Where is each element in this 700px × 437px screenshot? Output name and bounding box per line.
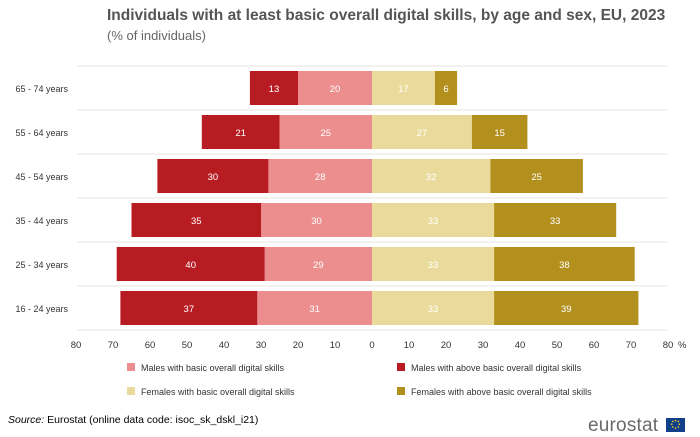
category-label: 25 - 34 years — [15, 260, 68, 270]
data-label: 29 — [313, 260, 324, 271]
bar — [372, 159, 491, 193]
x-tick-label: 50 — [182, 340, 193, 351]
x-tick-labels: 80 70 60 50 40 30 20 10 0 10 20 30 40 50 60 70 80% — [71, 340, 687, 351]
bar — [257, 291, 372, 325]
x-tick-label: 80 — [71, 340, 82, 351]
bar — [279, 115, 372, 149]
bar — [298, 71, 372, 105]
data-labels: 20 13 17 6 25 21 27 15 28 30 32 25 30 35 33 33 29 40 33 38 3… — [184, 84, 572, 315]
data-label: 30 — [208, 172, 219, 183]
bar — [157, 159, 269, 193]
bar — [268, 159, 372, 193]
bar — [249, 71, 298, 105]
bar — [494, 291, 639, 325]
chart-subtitle: (% of individuals) — [107, 28, 206, 43]
data-label: 32 — [426, 172, 437, 183]
category-label: 55 - 64 years — [15, 128, 68, 138]
legend-label: Females with basic overall digital skill… — [141, 387, 295, 397]
data-label: 33 — [428, 260, 439, 271]
x-tick-label: 70 — [626, 340, 637, 351]
data-label: 33 — [550, 216, 561, 227]
logo-text: eurostat — [588, 415, 659, 436]
x-tick-label: 80 — [663, 340, 674, 351]
bar — [372, 203, 495, 237]
data-label: 21 — [235, 128, 246, 139]
data-label: 30 — [311, 216, 322, 227]
x-unit-label: % — [678, 340, 687, 351]
x-tick-label: 10 — [330, 340, 341, 351]
x-tick-label: 30 — [478, 340, 489, 351]
data-label: 38 — [559, 260, 570, 271]
source-note: Source: Eurostat (online data code: isoc… — [8, 414, 258, 426]
data-label: 33 — [428, 216, 439, 227]
bar — [434, 71, 458, 105]
bars — [116, 71, 639, 325]
legend-swatch — [397, 387, 405, 395]
x-tick-label: 40 — [219, 340, 230, 351]
bar — [471, 115, 528, 149]
x-tick-label: 40 — [515, 340, 526, 351]
bar — [120, 291, 258, 325]
category-labels: 65 - 74 years 55 - 64 years 45 - 54 years 3… — [15, 84, 68, 314]
bar — [201, 115, 280, 149]
bar — [372, 115, 472, 149]
legend-label: Females with above basic overall digital… — [411, 387, 592, 397]
data-label: 13 — [269, 84, 280, 95]
data-label: 20 — [330, 84, 341, 95]
data-label: 15 — [494, 128, 505, 139]
source-label: Source: — [8, 414, 45, 426]
bar — [494, 247, 635, 281]
data-label: 31 — [309, 304, 320, 315]
gridlines — [77, 65, 668, 331]
category-label: 35 - 44 years — [15, 216, 68, 226]
category-label: 45 - 54 years — [15, 172, 68, 182]
data-label: 6 — [443, 84, 448, 95]
bar — [372, 71, 435, 105]
x-tick-label: 10 — [404, 340, 415, 351]
x-tick-label: 30 — [256, 340, 267, 351]
legend-swatch — [127, 387, 135, 395]
x-tick-label: 50 — [552, 340, 563, 351]
category-label: 65 - 74 years — [15, 84, 68, 94]
x-tick-label: 20 — [441, 340, 452, 351]
data-label: 35 — [191, 216, 202, 227]
legend-swatch — [127, 363, 135, 371]
legend: Males with basic overall digital skills M… — [127, 363, 592, 397]
data-label: 37 — [184, 304, 195, 315]
x-tick-label: 20 — [293, 340, 304, 351]
source-text: Eurostat (online data code: isoc_sk_dskl… — [44, 414, 259, 426]
x-tick-label: 60 — [589, 340, 600, 351]
bar — [494, 203, 617, 237]
bar — [264, 247, 372, 281]
eurostat-logo: eurostat — [588, 415, 698, 437]
data-label: 25 — [320, 128, 331, 139]
legend-swatch — [397, 363, 405, 371]
legend-label: Males with above basic overall digital s… — [411, 363, 582, 373]
bar — [261, 203, 372, 237]
category-label: 16 - 24 years — [15, 304, 68, 314]
chart-title: Individuals with at least basic overall … — [107, 7, 666, 24]
data-label: 27 — [417, 128, 428, 139]
data-label: 28 — [315, 172, 326, 183]
bar — [131, 203, 261, 237]
x-tick-label: 60 — [145, 340, 156, 351]
data-label: 25 — [531, 172, 542, 183]
eu-flag-icon — [666, 418, 685, 432]
x-tick-label: 0 — [369, 340, 374, 351]
data-label: 17 — [398, 84, 409, 95]
x-tick-label: 70 — [108, 340, 119, 351]
bar — [116, 247, 265, 281]
bar — [372, 247, 495, 281]
data-label: 40 — [185, 260, 196, 271]
data-label: 39 — [561, 304, 572, 315]
data-label: 33 — [428, 304, 439, 315]
bar — [490, 159, 583, 193]
bar — [372, 291, 495, 325]
legend-label: Males with basic overall digital skills — [141, 363, 285, 373]
